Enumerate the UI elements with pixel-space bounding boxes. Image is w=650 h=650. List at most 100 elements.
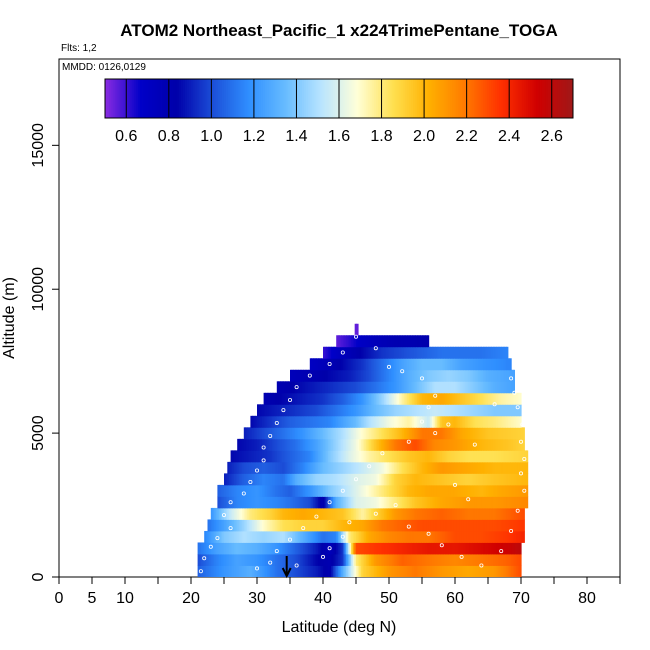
heat-cell xyxy=(288,507,291,520)
heat-cell xyxy=(420,381,423,394)
heat-cell xyxy=(438,346,441,359)
heat-cell xyxy=(235,507,238,520)
heat-cell xyxy=(400,496,403,509)
heat-cell xyxy=(304,496,308,509)
heat-cell xyxy=(372,565,375,577)
heat-cell xyxy=(450,542,453,555)
heat-cell xyxy=(308,473,311,486)
heat-cell xyxy=(440,484,443,497)
heat-cell xyxy=(263,415,266,428)
heat-cell xyxy=(483,565,486,577)
heat-cell xyxy=(319,369,322,382)
heat-cell xyxy=(356,484,359,497)
heat-cell xyxy=(491,450,494,463)
heat-cell xyxy=(314,404,317,417)
heat-cell xyxy=(313,392,316,405)
heat-cell xyxy=(497,473,501,486)
heat-cell xyxy=(364,346,367,359)
heat-cell xyxy=(466,542,469,555)
heat-cell xyxy=(270,530,273,543)
heat-cell xyxy=(506,542,509,555)
heat-cell xyxy=(455,519,458,532)
heat-cell xyxy=(438,358,441,371)
heat-cell xyxy=(453,519,456,532)
heat-cell xyxy=(445,484,448,497)
heat-cell xyxy=(451,381,454,394)
heat-cell xyxy=(349,369,352,382)
heat-cell xyxy=(308,415,311,428)
heat-cell xyxy=(227,565,230,577)
heat-cell xyxy=(253,565,256,577)
heat-cell xyxy=(339,427,342,440)
colorbar-cell xyxy=(391,79,394,118)
heat-cell xyxy=(352,542,355,555)
heat-cell xyxy=(398,335,402,348)
heat-cell xyxy=(509,507,512,520)
heat-cell xyxy=(235,519,238,532)
heat-cell xyxy=(458,473,461,486)
heat-cell xyxy=(426,542,430,555)
heat-cell xyxy=(514,542,517,555)
heat-cell xyxy=(311,553,314,566)
heat-cell xyxy=(344,415,347,428)
heat-cell xyxy=(448,519,451,532)
heat-cell xyxy=(450,381,453,394)
heat-cell xyxy=(398,553,402,566)
heat-cell xyxy=(405,519,408,532)
heat-cell xyxy=(240,553,243,566)
heat-cell xyxy=(489,484,492,497)
heat-cell xyxy=(263,461,266,474)
heat-cell xyxy=(364,484,367,497)
colorbar-cell xyxy=(198,79,201,118)
heat-cell xyxy=(342,358,346,371)
heat-cell xyxy=(461,496,464,509)
heat-cell xyxy=(464,346,468,359)
heat-cell xyxy=(341,381,344,394)
heat-cell xyxy=(504,438,507,451)
heat-cell xyxy=(392,473,395,486)
heat-cell xyxy=(346,346,349,359)
heat-cell xyxy=(334,565,337,577)
heat-cell xyxy=(511,496,514,509)
heat-cell xyxy=(341,358,344,371)
heat-cell xyxy=(316,542,319,555)
heat-cell xyxy=(384,542,387,555)
heat-cell xyxy=(270,496,273,509)
heat-cell xyxy=(486,473,489,486)
heat-cell xyxy=(466,358,469,371)
heat-cell xyxy=(255,553,258,566)
heat-cell xyxy=(499,381,502,394)
heat-cell xyxy=(351,473,354,486)
heat-cell xyxy=(516,519,519,532)
heat-cell xyxy=(464,530,468,543)
heat-cell xyxy=(407,461,410,474)
heat-cell xyxy=(294,553,298,566)
heat-cell xyxy=(486,450,489,463)
heat-cell xyxy=(321,358,324,371)
heat-cell xyxy=(390,427,393,440)
heat-cell xyxy=(509,358,512,371)
heat-cell xyxy=(423,530,426,543)
heat-cell xyxy=(466,461,469,474)
heat-cell xyxy=(455,553,458,566)
heat-cell xyxy=(349,450,352,463)
heat-cell xyxy=(372,542,375,555)
heat-cell xyxy=(341,450,344,463)
heat-cell xyxy=(224,473,227,486)
heat-cell xyxy=(471,392,474,405)
heat-cell xyxy=(517,484,520,497)
heat-cell xyxy=(360,507,364,520)
heat-cell xyxy=(466,496,469,509)
heat-cell xyxy=(469,427,473,440)
heat-cell xyxy=(504,519,507,532)
heat-cell xyxy=(209,530,212,543)
heat-cell xyxy=(423,335,426,348)
colorbar-cell xyxy=(487,79,490,118)
heat-cell xyxy=(374,415,377,428)
heat-cell xyxy=(367,473,370,486)
heat-cell xyxy=(453,565,456,577)
heat-cell xyxy=(341,369,344,382)
heat-cell xyxy=(407,565,410,577)
heat-cell xyxy=(471,565,474,577)
colorbar-cell xyxy=(397,79,400,118)
